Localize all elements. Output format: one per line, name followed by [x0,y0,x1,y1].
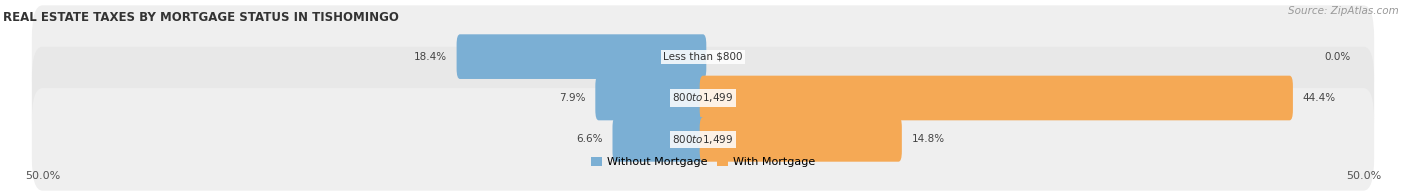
FancyBboxPatch shape [595,76,706,120]
Text: Less than $800: Less than $800 [664,52,742,62]
Text: 14.8%: 14.8% [911,134,945,144]
FancyBboxPatch shape [613,117,706,162]
Text: REAL ESTATE TAXES BY MORTGAGE STATUS IN TISHOMINGO: REAL ESTATE TAXES BY MORTGAGE STATUS IN … [3,11,399,24]
Text: 0.0%: 0.0% [1324,52,1350,62]
Legend: Without Mortgage, With Mortgage: Without Mortgage, With Mortgage [586,152,820,172]
Text: 44.4%: 44.4% [1303,93,1336,103]
Text: 7.9%: 7.9% [560,93,585,103]
Text: 18.4%: 18.4% [413,52,447,62]
FancyBboxPatch shape [32,88,1374,191]
Text: $800 to $1,499: $800 to $1,499 [672,133,734,146]
Text: 6.6%: 6.6% [576,134,603,144]
Text: $800 to $1,499: $800 to $1,499 [672,92,734,104]
FancyBboxPatch shape [32,47,1374,149]
Text: Source: ZipAtlas.com: Source: ZipAtlas.com [1288,6,1399,16]
FancyBboxPatch shape [32,5,1374,108]
FancyBboxPatch shape [700,117,901,162]
FancyBboxPatch shape [457,34,706,79]
FancyBboxPatch shape [700,76,1294,120]
